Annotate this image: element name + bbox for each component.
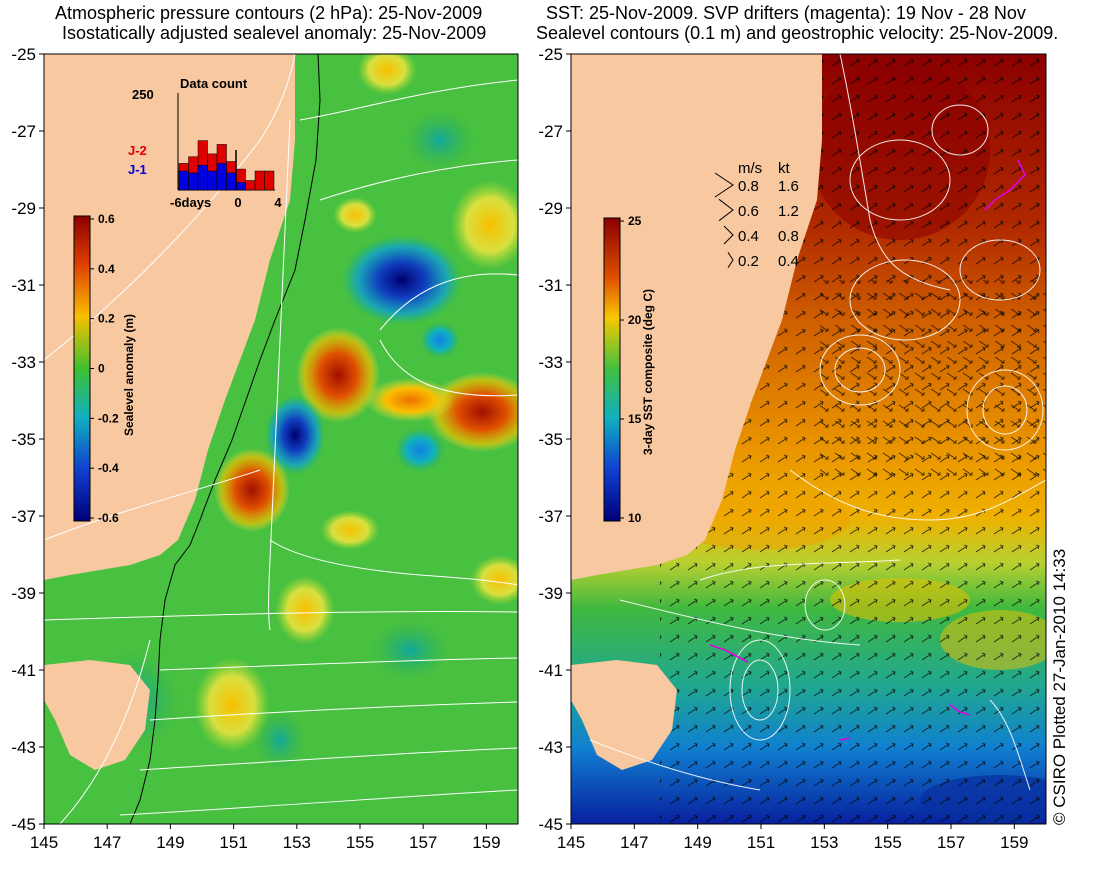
y-tick-label: -33 [11,353,36,372]
y-tick-label: -39 [538,584,563,603]
velocity-legend-kt: 0.4 [778,253,799,270]
y-tick-label: -43 [538,738,563,757]
right-axes: 145 147 149 151 153 155 157 159 -25 -27 -29 -31 -33 -… [538,45,1028,852]
y-tick-label: -31 [538,276,563,295]
inset-legend-j2: J-2 [128,143,147,158]
x-tick-label: 151 [219,833,247,852]
right-title-line2: Sealevel contours (0.1 m) and geostrophi… [536,23,1059,43]
y-tick-label: -35 [11,430,36,449]
velocity-arrow-icon [718,198,734,222]
x-tick-label: 153 [283,833,311,852]
inset-xlabel-start: -6days [170,195,211,210]
colorbar-tick-label: 0.6 [98,212,115,226]
y-tick-label: -25 [11,45,36,64]
left-colorbar-label: Sealevel anomaly (m) [122,314,136,436]
right-colorbar-ticks: 25 20 15 10 [620,214,642,525]
velocity-legend-kt: 1.6 [778,178,799,195]
left-title-line1: Atmospheric pressure contours (2 hPa): 2… [55,3,483,23]
velocity-legend-ms: 0.8 [738,178,759,195]
inset-bar-j2 [245,180,256,191]
colorbar-tick-label: 0.4 [98,262,115,276]
inset-bar-j1 [235,182,246,191]
y-tick-label: -29 [538,199,563,218]
inset-bar-j2 [254,170,265,191]
colorbar-tick-label: -0.2 [98,411,119,425]
colorbar-tick-label: 20 [628,313,642,327]
y-tick-label: -27 [538,122,563,141]
y-tick-label: -33 [538,353,563,372]
velocity-legend-ms-header: m/s [738,160,762,177]
x-tick-label: 147 [620,833,648,852]
y-tick-label: -37 [538,507,563,526]
left-title-line2: Isostatically adjusted sealevel anomaly:… [62,23,487,43]
velocity-legend-kt: 0.8 [778,228,799,245]
x-tick-label: 153 [810,833,838,852]
velocity-legend-ms: 0.4 [738,228,759,245]
inset-bar-j1 [197,165,208,191]
colorbar-tick-label: 0.2 [98,312,115,326]
y-tick-label: -39 [11,584,36,603]
velocity-legend-kt-header: kt [778,160,791,177]
credit-text: © CSIRO Plotted 27-Jan-2010 14:33 [1050,548,1069,825]
y-tick-label: -45 [538,815,563,834]
x-tick-label: 159 [472,833,500,852]
x-tick-label: 157 [937,833,965,852]
colorbar-tick-label: 10 [628,511,642,525]
inset-bar-j2 [264,170,275,191]
right-colorbar-label: 3-day SST composite (deg C) [641,289,655,455]
x-tick-label: 155 [873,833,901,852]
y-tick-label: -29 [11,199,36,218]
velocity-arrow-icon [723,225,734,245]
x-tick-label: 149 [683,833,711,852]
right-title-line1: SST: 25-Nov-2009. SVP drifters (magenta)… [546,3,1026,23]
x-tick-label: 151 [747,833,775,852]
y-tick-label: -41 [11,661,36,680]
left-colorbar-ticks: 0.6 0.4 0.2 0 -0.2 -0.4 -0.6 [90,212,119,525]
right-map [571,54,1046,824]
colorbar-tick-label: -0.4 [98,461,119,475]
y-tick-label: -43 [11,738,36,757]
x-tick-label: 145 [30,833,58,852]
y-tick-label: -37 [11,507,36,526]
x-tick-label: 149 [156,833,184,852]
x-tick-label: 157 [409,833,437,852]
velocity-legend-ms: 0.2 [738,253,759,270]
x-tick-label: 159 [1000,833,1028,852]
velocity-legend: m/s kt 0.8 1.6 0.6 1.2 0.4 0.8 0.2 0.4 [714,160,799,270]
colorbar-tick-label: 25 [628,214,642,228]
x-tick-label: 145 [557,833,585,852]
y-tick-label: -45 [11,815,36,834]
inset-bars [178,140,275,191]
colorbar-tick-label: -0.6 [98,511,119,525]
inset-title: Data count [180,76,248,91]
inset-bar-j1 [216,163,227,191]
inset-bar-j1 [226,172,237,191]
velocity-arrow-icon [714,172,734,198]
data-count-inset: Data count 250 -6days 0 4 J-2 J-1 [128,76,282,210]
inset-xlabel-end: 4 [274,195,282,210]
inset-bar-j1 [207,170,218,191]
colorbar-tick-label: 15 [628,412,642,426]
velocity-legend-ms: 0.6 [738,203,759,220]
y-tick-label: -35 [538,430,563,449]
y-tick-label: -31 [11,276,36,295]
y-tick-label: -25 [538,45,563,64]
inset-legend-j1: J-1 [128,162,147,177]
velocity-arrow-icon [727,252,734,268]
x-tick-label: 147 [93,833,121,852]
colorbar-tick-label: 0 [98,362,105,376]
inset-bar-j1 [178,170,189,191]
left-axes: 145 147 149 151 153 155 157 159 -25 -27 -29 -31 -33 -… [11,45,500,852]
y-tick-label: -27 [11,122,36,141]
y-tick-label: -41 [538,661,563,680]
inset-ymax: 250 [132,87,154,102]
right-colorbar [603,217,621,522]
left-colorbar [73,215,91,522]
inset-xlabel-zero: 0 [234,195,241,210]
left-map [44,54,518,824]
inset-bar-j1 [188,172,199,191]
x-tick-label: 155 [346,833,374,852]
velocity-legend-kt: 1.2 [778,203,799,220]
